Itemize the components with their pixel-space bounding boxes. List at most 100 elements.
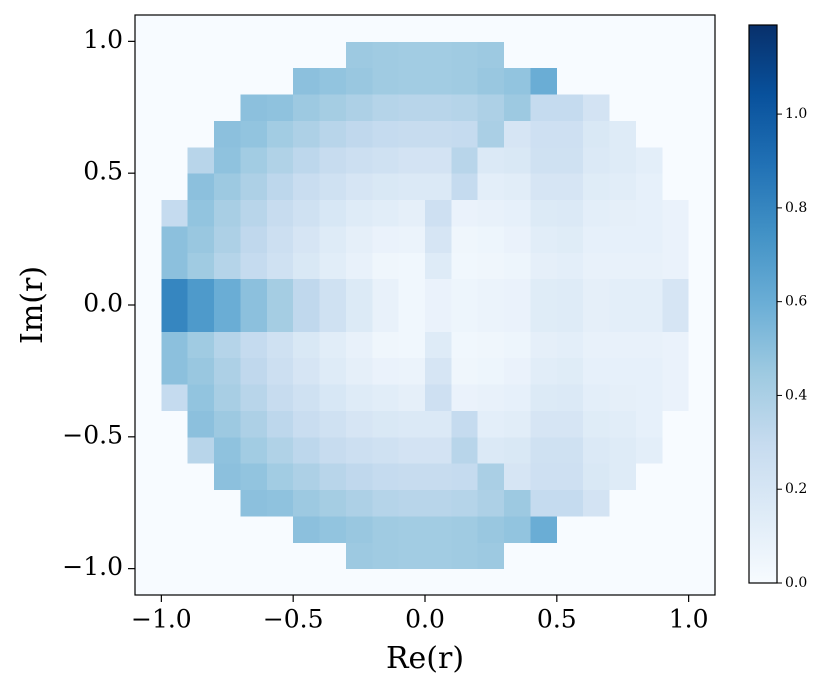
heatmap-cell xyxy=(635,515,663,543)
heatmap-cell xyxy=(240,357,268,385)
heatmap-cell xyxy=(688,489,716,517)
heatmap-cell xyxy=(319,41,347,69)
heatmap-cell xyxy=(135,67,162,95)
heatmap-cell xyxy=(556,252,584,280)
heatmap-cell xyxy=(662,542,690,570)
heatmap-cell xyxy=(609,199,637,227)
heatmap-cell xyxy=(293,173,321,201)
heatmap-cell xyxy=(319,252,347,280)
heatmap-cell xyxy=(319,173,347,201)
heatmap-cell xyxy=(135,146,162,174)
heatmap-cell xyxy=(161,410,189,438)
heatmap-cell xyxy=(504,41,531,69)
heatmap-cell xyxy=(425,15,452,42)
heatmap-cell xyxy=(187,15,215,42)
heatmap-cell xyxy=(398,278,426,306)
heatmap-cell xyxy=(662,436,690,464)
heatmap-cell xyxy=(425,568,452,596)
heatmap-cell xyxy=(372,331,400,359)
heatmap-cell xyxy=(161,146,189,174)
heatmap-cell xyxy=(477,305,505,332)
heatmap-cell xyxy=(688,67,716,95)
heatmap-cell xyxy=(451,252,479,280)
heatmap-cell xyxy=(345,252,373,280)
heatmap-cell xyxy=(293,305,321,332)
heatmap-cell xyxy=(688,120,716,148)
heatmap-cell xyxy=(609,278,637,306)
heatmap-cell xyxy=(688,94,716,121)
heatmap-cell xyxy=(451,331,479,359)
heatmap-cell xyxy=(451,542,479,570)
heatmap-cell xyxy=(662,305,690,332)
heatmap-cell xyxy=(662,225,690,253)
heatmap-cell xyxy=(635,384,663,411)
heatmap-cell xyxy=(530,252,558,280)
heatmap-cell xyxy=(293,67,321,95)
heatmap-cell xyxy=(583,384,611,411)
heatmap-cell xyxy=(372,173,400,201)
heatmap-cell xyxy=(451,384,479,411)
heatmap-cell xyxy=(662,568,690,596)
colorbar-tick-label: 0.8 xyxy=(785,200,807,216)
x-tick-label: −1.0 xyxy=(131,605,192,634)
heatmap-cell xyxy=(504,146,531,174)
heatmap-cell xyxy=(583,67,611,95)
heatmap-cell xyxy=(187,357,215,385)
heatmap-cell xyxy=(319,146,347,174)
heatmap-cell xyxy=(372,305,400,332)
heatmap-cell xyxy=(451,436,479,464)
heatmap-cell xyxy=(477,94,505,121)
heatmap-cell xyxy=(398,542,426,570)
heatmap-cell xyxy=(161,515,189,543)
heatmap-cell xyxy=(451,357,479,385)
heatmap-cell xyxy=(266,252,294,280)
heatmap-cell xyxy=(583,94,611,121)
heatmap-cell xyxy=(135,489,162,517)
heatmap-cell xyxy=(372,568,400,596)
heatmap-cell xyxy=(477,331,505,359)
heatmap-cell xyxy=(161,305,189,332)
heatmap-cell xyxy=(451,41,479,69)
heatmap-cell xyxy=(398,94,426,121)
heatmap-cell xyxy=(240,331,268,359)
heatmap-cell xyxy=(688,331,716,359)
heatmap-cell xyxy=(240,15,268,42)
heatmap-cell xyxy=(425,436,452,464)
heatmap-cell xyxy=(214,67,241,95)
heatmap-cell xyxy=(688,41,716,69)
heatmap-cell xyxy=(635,305,663,332)
heatmap-cell xyxy=(556,410,584,438)
heatmap-cell xyxy=(451,463,479,491)
heatmap-cell xyxy=(635,120,663,148)
heatmap-cell xyxy=(504,410,531,438)
heatmap-cell xyxy=(372,15,400,42)
heatmap-cell xyxy=(688,225,716,253)
heatmap-cell xyxy=(240,278,268,306)
heatmap-cell xyxy=(556,278,584,306)
heatmap-cell xyxy=(266,331,294,359)
heatmap-cell xyxy=(214,173,241,201)
heatmap-cell xyxy=(635,173,663,201)
heatmap-cell xyxy=(583,305,611,332)
heatmap-cell xyxy=(187,120,215,148)
heatmap-cell xyxy=(688,278,716,306)
heatmap-cell xyxy=(556,515,584,543)
heatmap-cell xyxy=(688,199,716,227)
heatmap-cell xyxy=(504,278,531,306)
heatmap-cell xyxy=(477,515,505,543)
heatmap-cell xyxy=(319,120,347,148)
heatmap-cell xyxy=(372,463,400,491)
heatmap-cell xyxy=(372,94,400,121)
heatmap-cell xyxy=(609,331,637,359)
heatmap-cell xyxy=(504,489,531,517)
heatmap-cell xyxy=(214,357,241,385)
heatmap-cell xyxy=(583,463,611,491)
heatmap-cell xyxy=(425,463,452,491)
heatmap-cell xyxy=(187,146,215,174)
heatmap-cell xyxy=(504,568,531,596)
heatmap-cell xyxy=(504,305,531,332)
heatmap-cell xyxy=(398,225,426,253)
heatmap-cell xyxy=(161,199,189,227)
heatmap-cell xyxy=(556,15,584,42)
heatmap-cell xyxy=(635,410,663,438)
